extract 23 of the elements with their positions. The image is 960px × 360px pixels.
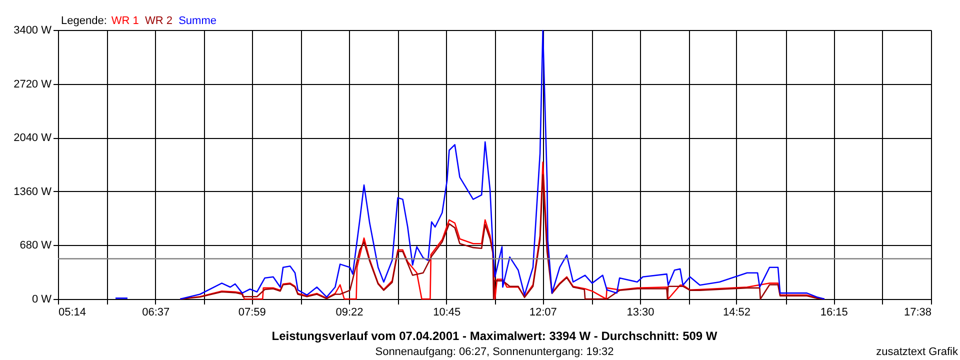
x-tick-label: 10:45 (433, 306, 461, 318)
text: Sonnenaufgang: 06:27, Sonnenuntergang: 19:32 (375, 346, 614, 358)
legend-title: Legende: (61, 15, 107, 27)
x-tick-label: 17:38 (904, 306, 932, 318)
y-tick-label: 2720 W (14, 78, 52, 90)
x-tick-label: 14:52 (722, 306, 750, 318)
x-tick-label: 13:30 (626, 306, 654, 318)
text: WR 1 (111, 15, 139, 27)
x-tick-label: 16:15 (820, 306, 848, 318)
x-tick-label: 09:22 (336, 306, 364, 318)
y-tick-label: 0 W (32, 294, 52, 306)
y-tick-label: 3400 W (14, 24, 52, 36)
x-tick-label: 12:07 (529, 306, 557, 318)
y-tick-label: 680 W (20, 240, 52, 252)
x-tick-label: 07:59 (238, 306, 266, 318)
y-tick-label: 1360 W (14, 186, 52, 198)
text: Summe (178, 15, 217, 27)
text: zusatztext Grafik (876, 346, 958, 358)
text: WR 2 (145, 15, 172, 27)
text: Leistungsverlauf vom 07.04.2001 - Maximalwert: 3394 W - Durchschnitt: 509 W (272, 329, 718, 343)
x-tick-label: 06:37 (142, 306, 170, 318)
y-tick-label: 2040 W (14, 132, 52, 144)
x-tick-label: 05:14 (58, 306, 86, 318)
